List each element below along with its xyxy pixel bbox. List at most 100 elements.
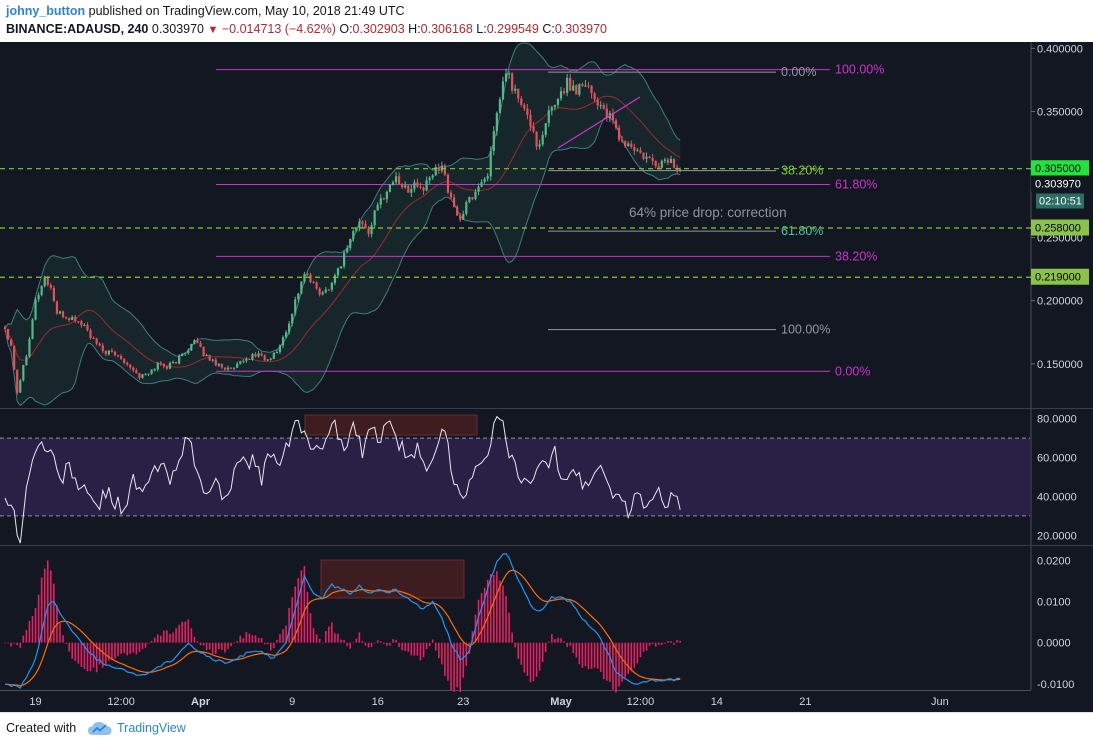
candle-body (318, 288, 321, 295)
histogram-bar (37, 594, 40, 643)
histogram-bar (95, 642, 98, 673)
histogram-bar (560, 638, 562, 643)
candle-body (257, 353, 260, 357)
histogram-bar (453, 642, 455, 692)
author-link[interactable]: johny_button (6, 4, 86, 18)
candle-body (55, 301, 59, 314)
histogram-bar (46, 560, 49, 643)
last-price-tag-label: 0.303970 (1035, 179, 1081, 191)
candle-body (376, 204, 379, 211)
histogram-bar (450, 642, 452, 691)
candle-body (587, 85, 590, 87)
chart-canvas[interactable]: 100.00% 61.80% 38.20% 0.00% 0.00% 38.20% 61.80… (0, 42, 1093, 712)
candle-body (174, 362, 178, 364)
candle-body (123, 358, 126, 363)
histogram-bar (77, 642, 80, 664)
fib-magenta-label: 100.00% (835, 63, 884, 77)
created-with-label: Created with (6, 721, 77, 735)
tradingview-brand[interactable]: TradingView (117, 721, 186, 735)
histogram-bar (62, 635, 64, 643)
histogram-bar (679, 640, 681, 643)
histogram-bar (551, 634, 553, 643)
price-tick-label: 0.150000 (1037, 359, 1083, 371)
price-tick-label: 0.400000 (1037, 43, 1083, 55)
candle-body (107, 350, 110, 355)
candle-body (288, 323, 291, 333)
candle-body (284, 332, 288, 338)
candle-body (575, 85, 578, 95)
macd-tick-label: 0.0200 (1037, 555, 1071, 567)
histogram-bar (193, 636, 196, 643)
candle-body (437, 166, 440, 171)
candle-body (394, 176, 398, 183)
candle-body (89, 330, 92, 338)
candle-body (217, 364, 220, 366)
candle-body (28, 338, 31, 357)
candle-body (116, 355, 120, 357)
histogram-bar (318, 638, 321, 643)
candle-body (184, 353, 187, 355)
candle-body (202, 346, 205, 356)
histogram-bar (499, 580, 501, 643)
histogram-bar (441, 642, 443, 665)
histogram-bar (532, 642, 535, 682)
candle-body (52, 287, 55, 302)
candle-body (275, 352, 278, 354)
fib-gray-label: 61.80% (781, 224, 823, 238)
fib-gray-label: 100.00% (781, 323, 830, 337)
trend-line (557, 96, 641, 149)
tradingview-cloud-icon[interactable] (87, 720, 113, 738)
candle-body (599, 105, 602, 107)
macd-tick-label: 0.0100 (1037, 597, 1071, 609)
macd-tick-label: -0.0100 (1037, 679, 1074, 691)
candle-body (242, 360, 245, 362)
candle-body (669, 159, 673, 163)
histogram-bar (572, 642, 575, 653)
histogram-bar (114, 642, 116, 659)
histogram-bar (300, 570, 303, 643)
candle-body (74, 316, 77, 322)
candle-body (80, 321, 83, 326)
histogram-bar (590, 642, 593, 669)
chart-header: johny_button published on TradingView.co… (0, 0, 1093, 42)
histogram-bar (541, 642, 544, 662)
candle-body (266, 359, 269, 361)
histogram-bar (334, 633, 336, 643)
histogram-bar (593, 642, 596, 668)
histogram-bar (670, 641, 672, 643)
high-label: H: (408, 22, 421, 36)
histogram-bar (80, 642, 83, 667)
candle-body (657, 166, 660, 168)
countdown-label: 02:10:51 (1039, 196, 1082, 208)
candle-body (13, 345, 16, 370)
histogram-bar (86, 642, 89, 672)
candle-body (456, 206, 459, 216)
candle-body (468, 197, 471, 203)
candle-body (147, 373, 150, 375)
histogram-bar (544, 642, 547, 653)
candle-body (193, 340, 196, 344)
candle-body (474, 191, 477, 200)
candle-body (501, 81, 505, 100)
histogram-bar (19, 642, 22, 648)
candle-body (465, 202, 468, 215)
time-tick-label: 23 (457, 696, 469, 708)
symbol-info: BINANCE:ADAUSD, 240 0.303970 ▼ −0.014713… (6, 22, 607, 36)
histogram-bar (273, 642, 275, 649)
histogram-bar (422, 642, 425, 658)
rsi-line (4, 415, 681, 544)
histogram-bar (141, 642, 144, 650)
time-tick-label: 21 (799, 696, 811, 708)
histogram-bar (581, 642, 584, 668)
candle-body (77, 321, 80, 323)
histogram-bar (529, 642, 532, 683)
histogram-bar (263, 642, 266, 645)
histogram-bar (331, 622, 333, 643)
histogram-bar (25, 630, 28, 643)
histogram-bar (526, 642, 529, 676)
histogram-bar (337, 633, 339, 643)
candle-body (34, 299, 37, 320)
candle-body (306, 274, 309, 276)
candle-body (349, 238, 352, 249)
candle-body (507, 73, 511, 75)
